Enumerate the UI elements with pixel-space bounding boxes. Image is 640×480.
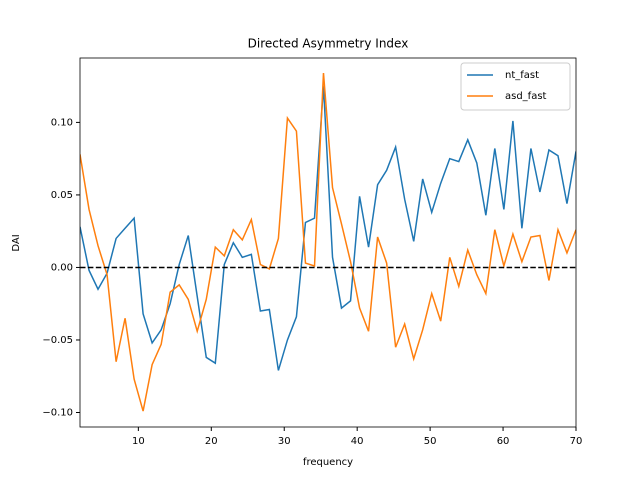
plot-frame bbox=[79, 57, 577, 428]
x-tick-label: 10 bbox=[132, 436, 145, 447]
x-tick-label: 60 bbox=[497, 436, 510, 447]
x-tick-label: 40 bbox=[351, 436, 364, 447]
chart-title: Directed Asymmetry Index bbox=[248, 37, 409, 51]
y-tick-label: −0.10 bbox=[42, 407, 73, 418]
x-tick-label: 20 bbox=[205, 436, 218, 447]
y-tick-label: 0.00 bbox=[51, 262, 73, 273]
x-axis-label: frequency bbox=[303, 457, 353, 468]
x-tick-label: 50 bbox=[424, 436, 437, 447]
legend-label: asd_fast bbox=[505, 91, 547, 102]
line-series bbox=[80, 86, 576, 371]
y-tick-label: 0.10 bbox=[51, 117, 73, 128]
legend-label: nt_fast bbox=[505, 70, 539, 81]
y-axis-label: DAI bbox=[11, 234, 22, 251]
line-series bbox=[80, 73, 576, 412]
x-tick-label: 30 bbox=[278, 436, 291, 447]
x-tick-label: 70 bbox=[570, 436, 583, 447]
y-tick-label: 0.05 bbox=[51, 190, 73, 201]
y-tick-label: −0.05 bbox=[42, 335, 73, 346]
